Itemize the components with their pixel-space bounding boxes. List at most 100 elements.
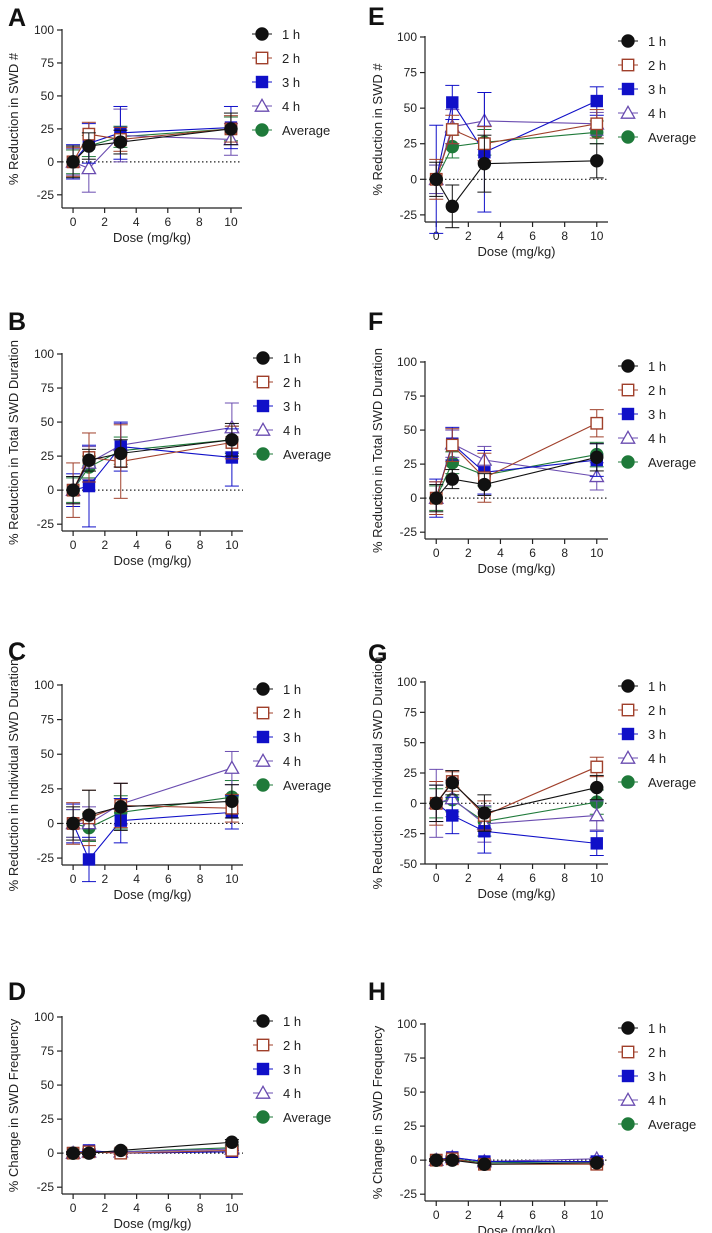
panel-f-legend-item-2h: 2 h <box>618 383 666 398</box>
panel-a-x-tick-label: 0 <box>70 215 77 229</box>
panel-f-chart: F -25 0 25 50 75 100 0 2 4 6 8 10 Dose (mg/kg) % Reduc… <box>368 308 696 576</box>
panel-g-x-tick-label: 4 <box>497 871 504 885</box>
panel-e-legend-label: 4 h <box>648 106 666 121</box>
panel-a-y-tick-label: 25 <box>41 122 55 136</box>
panel-e-x-tick-label: 10 <box>590 229 604 243</box>
panel-e-x-tick-label: 4 <box>497 229 504 243</box>
panel-g-x-axis-label: Dose (mg/kg) <box>477 886 555 901</box>
panel-a-legend-marker-3h <box>255 75 269 89</box>
panel-b-point-1h <box>114 446 128 461</box>
panel-e-series-1h <box>429 134 604 229</box>
panel-f-legend-item-3h: 3 h <box>618 407 666 422</box>
panel-h-line-1h <box>436 1159 597 1165</box>
panel-e-y-tick-label: 25 <box>404 137 418 151</box>
panel-h-legend-label: 3 h <box>648 1069 666 1084</box>
panel-a-legend-label: 1 h <box>282 27 300 42</box>
panel-d-legend-item-1h: 1 h <box>253 1014 301 1029</box>
panel-h-legend: 1 h 2 h 3 h 4 h Average <box>618 1021 696 1132</box>
panel-c-line-4h <box>73 767 233 825</box>
panel-b-x-tick-label: 6 <box>165 538 172 552</box>
panel-a-legend-marker-2h <box>255 51 269 65</box>
panel-b-legend-item-1h: 1 h <box>253 351 301 366</box>
panel-a-legend-item-3h: 3 h <box>252 75 300 90</box>
panel-e-legend-marker-1h <box>621 34 635 48</box>
panel-a-legend-label: 3 h <box>282 75 300 90</box>
panel-e-line-1h <box>435 160 597 208</box>
panel-a-legend: 1 h 2 h 3 h 4 h Average <box>252 27 330 138</box>
panel-c-y-tick-label: 0 <box>47 816 54 830</box>
panel-d-legend-label: 2 h <box>283 1038 301 1053</box>
panel-h-point-1h <box>445 1153 459 1167</box>
panel-h-x-axis-label: Dose (mg/kg) <box>477 1223 555 1233</box>
panel-d-legend-marker-1h <box>256 1014 270 1028</box>
panel-d-series-1h <box>66 1135 239 1160</box>
panel-g-legend-label: 4 h <box>648 751 666 766</box>
panel-a-point-1h <box>224 122 238 136</box>
panel-c-x-tick-label: 10 <box>225 872 239 886</box>
panel-a-letter: A <box>8 4 26 32</box>
panel-h-line-2h <box>436 1158 597 1165</box>
panel-d-y-tick-label: 25 <box>41 1112 55 1126</box>
panel-g-legend-label: 1 h <box>648 679 666 694</box>
panel-c-y-tick-label: 75 <box>41 713 55 727</box>
panel-b-x-tick-label: 2 <box>102 538 109 552</box>
panel-f-x-tick-label: 0 <box>433 546 440 560</box>
panel-b-legend-marker-2h <box>256 375 270 389</box>
panel-e-legend-label: 1 h <box>648 34 666 49</box>
panel-d-y-tick-label: -25 <box>37 1180 55 1194</box>
panel-f-line-2h <box>435 422 598 499</box>
panel-b-legend-item-4h: 4 h <box>253 421 301 438</box>
panel-f-point-2h <box>590 416 604 430</box>
panel-a-y-tick-label: 0 <box>47 155 54 169</box>
panel-h-legend-item-1h: 1 h <box>618 1021 666 1036</box>
panel-c-legend-item-4h: 4 h <box>253 752 301 769</box>
panel-h-y-tick-label: 25 <box>404 1119 418 1133</box>
panel-b-legend-label: 4 h <box>283 423 301 438</box>
panel-c-series-4h <box>65 750 240 841</box>
panel-f-series-1h <box>429 443 604 513</box>
panel-d-legend-item-4h: 4 h <box>253 1084 301 1101</box>
panel-a-x-tick-label: 10 <box>224 215 238 229</box>
panel-a-x-tick-label: 4 <box>133 215 140 229</box>
panel-e-y-tick-label: 50 <box>404 101 418 115</box>
panel-c-legend-label: 3 h <box>283 730 301 745</box>
panel-b-point-1h <box>66 483 80 497</box>
panel-h-legend-label: Average <box>648 1117 696 1132</box>
panel-e-x-tick-label: 8 <box>561 229 568 243</box>
panel-e-y-tick-label: -25 <box>400 208 418 222</box>
panel-g-legend-item-1h: 1 h <box>618 679 666 694</box>
panel-d-x-tick-label: 10 <box>225 1201 239 1215</box>
panel-e-y-tick-label: 0 <box>410 172 417 186</box>
panel-f-line-1h <box>435 456 597 499</box>
panel-f-legend-marker-average <box>621 455 635 469</box>
panel-d-legend-label: 3 h <box>283 1062 301 1077</box>
panel-d-point-1h <box>66 1146 80 1160</box>
panel-e-y-tick-label: 75 <box>404 66 418 80</box>
panel-f-x-tick-label: 2 <box>465 546 472 560</box>
panel-h-line-3h <box>436 1156 597 1163</box>
panel-c-y-tick-label: -25 <box>37 851 55 865</box>
panel-f-point-1h <box>429 491 443 505</box>
panel-h-x-tick-label: 6 <box>529 1208 536 1222</box>
panel-d-legend-marker-average <box>256 1110 270 1124</box>
panel-f-legend: 1 h 2 h 3 h 4 h Average <box>618 359 696 470</box>
panel-f-line-4h <box>435 442 597 499</box>
panel-a-y-axis-label: % Reduction in SWD # <box>6 52 21 185</box>
panel-g-point-1h <box>429 796 443 811</box>
panel-h-legend-marker-4h <box>620 1091 636 1106</box>
panel-f-letter: F <box>368 308 383 336</box>
panel-g-y-tick-label: 50 <box>404 736 418 750</box>
panel-g-y-tick-label: -25 <box>400 827 418 841</box>
panel-e-legend-marker-3h <box>621 82 635 96</box>
panel-h-point-1h <box>477 1157 492 1171</box>
panel-a-point-1h <box>82 139 96 153</box>
panel-c-series-1h <box>66 782 239 841</box>
panel-b-legend-label: Average <box>283 447 331 462</box>
panel-c-legend-label: 4 h <box>283 754 301 769</box>
panel-b-line-average <box>72 439 232 491</box>
panel-f-x-tick-label: 4 <box>497 546 504 560</box>
panel-f-line-average <box>435 454 597 499</box>
panel-c-chart: C -25 0 25 50 75 100 0 2 4 6 8 10 Dose (mg/kg) % Reduc… <box>6 638 331 902</box>
panel-b-legend: 1 h 2 h 3 h 4 h Average <box>253 351 331 462</box>
panel-b-point-1h <box>82 453 96 467</box>
